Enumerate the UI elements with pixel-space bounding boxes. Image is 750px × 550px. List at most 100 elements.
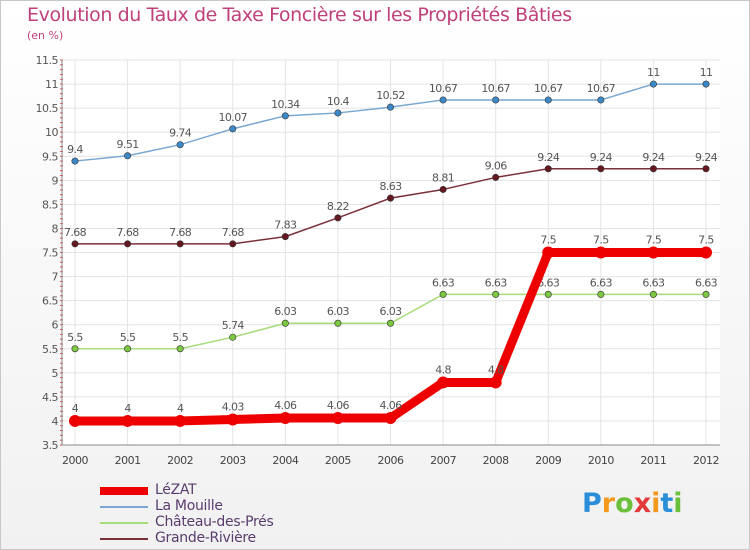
data-label-chateau-des-pres: 6.03 — [274, 305, 297, 318]
point-grande-riviere — [386, 194, 394, 202]
data-label-la-mouille: 10.34 — [271, 98, 300, 111]
point-grande-riviere — [281, 233, 289, 241]
y-tick-label: 3.5 — [42, 439, 58, 452]
data-label-lezat: 4.03 — [222, 400, 245, 413]
legend-label-la-mouille: La Mouille — [155, 498, 223, 514]
brand-letter: P — [582, 488, 602, 519]
unit-label: (en %) — [27, 29, 64, 42]
point-la-mouille — [281, 112, 289, 120]
data-label-lezat: 4.8 — [488, 363, 504, 376]
data-label-la-mouille: 10.4 — [327, 95, 350, 108]
legend-label-chateau-des-pres: Château-des-Prés — [155, 514, 274, 530]
legend-item-la-mouille: La Mouille — [100, 498, 360, 514]
legend-swatch-chateau-des-pres — [100, 522, 148, 524]
point-chateau-des-pres — [334, 319, 342, 327]
data-label-chateau-des-pres: 6.63 — [485, 276, 508, 289]
data-label-la-mouille: 9.4 — [67, 143, 83, 156]
x-tick-label: 2002 — [167, 454, 193, 467]
point-grande-riviere — [124, 240, 132, 248]
brand-logo: Proxiti — [582, 488, 683, 519]
x-tick-label: 2001 — [115, 454, 141, 467]
data-label-la-mouille: 10.67 — [534, 82, 563, 95]
x-tick-label: 2012 — [693, 454, 719, 467]
data-label-grande-riviere: 8.63 — [379, 180, 402, 193]
x-tick-label: 2010 — [588, 454, 614, 467]
data-label-chateau-des-pres: 5.5 — [67, 331, 83, 344]
point-lezat — [279, 412, 292, 425]
y-tick-label: 10.5 — [36, 102, 59, 115]
brand-letter: i — [651, 488, 661, 519]
data-label-grande-riviere: 8.22 — [327, 200, 349, 213]
data-label-la-mouille: 11 — [700, 66, 713, 79]
point-chateau-des-pres — [124, 345, 132, 353]
x-tick-label: 2000 — [62, 454, 88, 467]
y-tick-label: 7.5 — [42, 247, 58, 260]
point-la-mouille — [597, 96, 605, 104]
y-tick-label: 8 — [52, 222, 59, 235]
point-lezat — [594, 246, 607, 259]
data-label-chateau-des-pres: 5.5 — [172, 331, 188, 344]
data-label-grande-riviere: 9.24 — [590, 151, 613, 164]
data-label-chateau-des-pres: 5.5 — [120, 331, 136, 344]
point-chateau-des-pres — [439, 290, 447, 298]
point-lezat — [174, 414, 187, 427]
data-label-lezat: 7.5 — [698, 234, 714, 247]
point-lezat — [700, 246, 712, 259]
point-chateau-des-pres — [492, 290, 500, 298]
data-label-la-mouille: 10.67 — [481, 82, 510, 95]
legend-item-chateau-des-pres: Château-des-Prés — [100, 514, 360, 530]
point-la-mouille — [176, 141, 184, 149]
point-lezat — [384, 412, 397, 425]
legend-label-lezat: LéZAT — [155, 482, 197, 498]
brand-letter: i — [673, 488, 683, 519]
legend-swatch-lezat — [100, 487, 148, 495]
data-label-lezat: 4 — [124, 402, 131, 415]
point-grande-riviere — [439, 185, 447, 193]
data-label-lezat: 4.06 — [327, 399, 350, 412]
point-chateau-des-pres — [386, 319, 394, 327]
point-la-mouille — [439, 96, 447, 104]
point-la-mouille — [71, 157, 79, 165]
point-la-mouille — [702, 80, 710, 88]
data-label-grande-riviere: 7.83 — [274, 219, 297, 232]
x-tick-label: 2006 — [378, 454, 404, 467]
data-label-grande-riviere: 9.06 — [485, 159, 508, 172]
point-grande-riviere — [334, 214, 342, 222]
data-label-lezat: 4.8 — [435, 363, 451, 376]
data-label-chateau-des-pres: 6.63 — [695, 276, 718, 289]
point-grande-riviere — [649, 165, 657, 173]
point-la-mouille — [492, 96, 500, 104]
point-lezat — [69, 414, 81, 427]
point-grande-riviere — [229, 240, 237, 248]
legend-swatch-grande-riviere — [100, 538, 148, 540]
y-tick-label: 11 — [45, 78, 58, 91]
point-lezat — [226, 413, 239, 426]
point-lezat — [489, 376, 502, 389]
x-tick-label: 2003 — [220, 454, 246, 467]
legend-swatch-la-mouille — [100, 506, 148, 508]
x-tick-label: 2005 — [325, 454, 351, 467]
y-tick-label: 8.5 — [42, 198, 58, 211]
point-la-mouille — [124, 152, 132, 160]
y-tick-label: 4.5 — [42, 391, 58, 404]
point-grande-riviere — [702, 165, 710, 173]
point-lezat — [331, 412, 344, 425]
y-tick-label: 5 — [52, 367, 59, 380]
point-chateau-des-pres — [281, 319, 289, 327]
data-label-lezat: 7.5 — [593, 234, 609, 247]
point-lezat — [542, 246, 555, 259]
point-lezat — [437, 376, 450, 389]
x-tick-label: 2007 — [430, 454, 456, 467]
point-chateau-des-pres — [71, 345, 79, 353]
point-lezat — [121, 414, 134, 427]
data-label-grande-riviere: 7.68 — [117, 226, 140, 239]
point-chateau-des-pres — [702, 290, 710, 298]
point-chateau-des-pres — [176, 345, 184, 353]
data-label-grande-riviere: 9.24 — [642, 151, 665, 164]
legend-label-grande-riviere: Grande-Rivière — [155, 530, 256, 546]
x-tick-label: 2011 — [640, 454, 666, 467]
data-label-lezat: 4.06 — [274, 399, 297, 412]
data-label-chateau-des-pres: 6.63 — [642, 276, 665, 289]
point-la-mouille — [544, 96, 552, 104]
data-label-chateau-des-pres: 6.63 — [590, 276, 613, 289]
